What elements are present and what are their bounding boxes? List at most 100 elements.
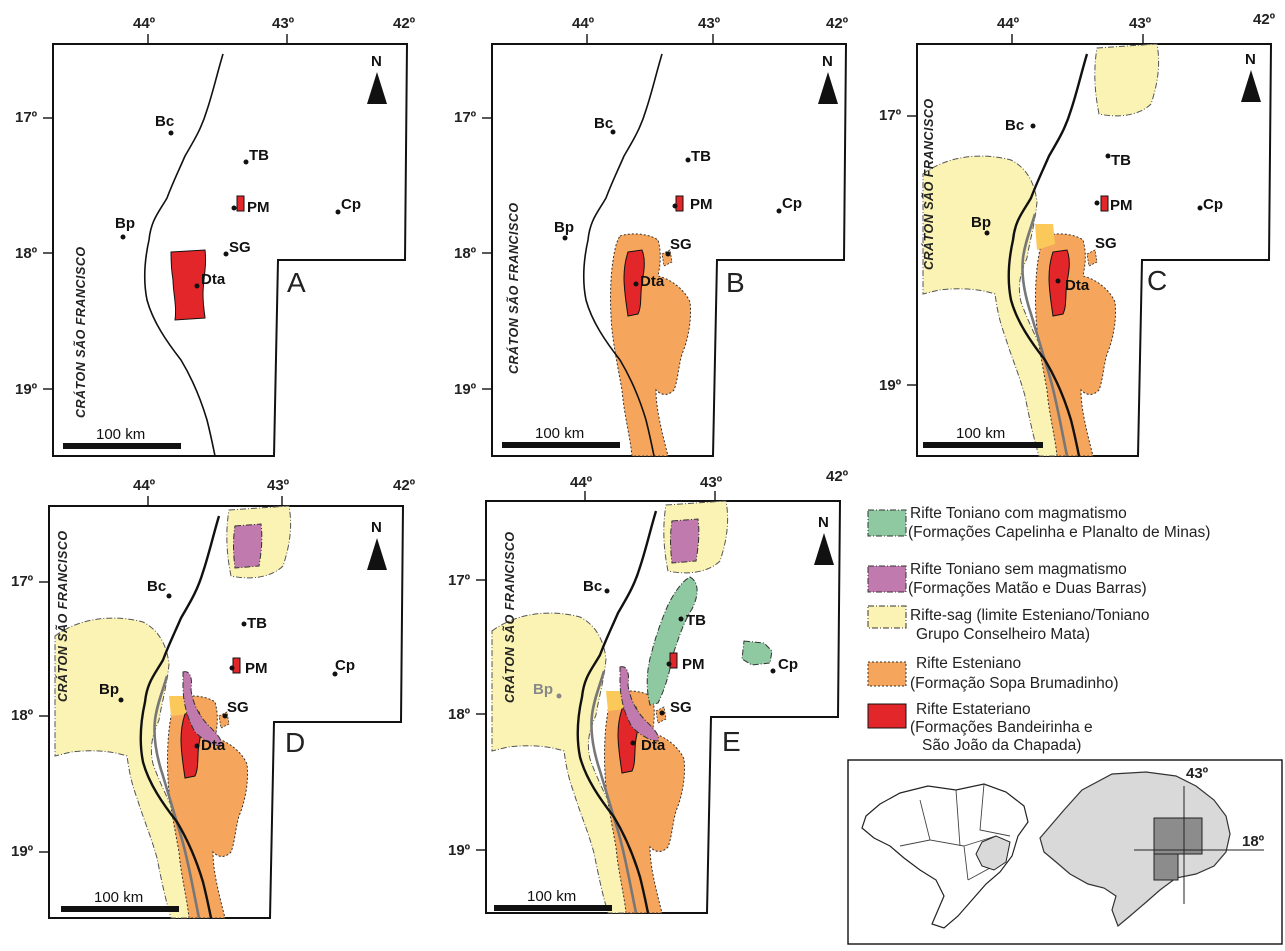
lon-label-42: 42º	[1253, 11, 1276, 28]
lon-label-44: 44º	[133, 15, 156, 32]
lon-label-42: 42º	[393, 15, 416, 32]
inset-lon-label: 43º	[1186, 765, 1209, 782]
legend-label: Rifte Esteniano	[916, 655, 1021, 672]
lat-label-17: 17º	[879, 107, 902, 124]
lat-label-18: 18º	[15, 245, 38, 262]
north-label: N	[371, 519, 382, 536]
study-area-box	[1153, 817, 1203, 855]
inset-box	[847, 759, 1283, 945]
north-label: N	[1245, 51, 1256, 68]
locality-pm: PM	[682, 656, 705, 673]
scale-bar	[494, 905, 612, 911]
lat-label-19: 19º	[11, 843, 34, 860]
locality-pm: PM	[247, 199, 270, 216]
lat-label-17: 17º	[454, 109, 477, 126]
legend-label: (Formações Bandeirinha e	[910, 719, 1093, 736]
locality-bc: Bc	[594, 115, 613, 132]
locality-dta: Dta	[640, 273, 665, 290]
locality-cp: Cp	[335, 657, 355, 674]
pm-unit	[236, 195, 245, 212]
scale-bar	[502, 442, 620, 448]
lon-label-44: 44º	[133, 477, 156, 494]
legend-item-rifte-sag: Rifte-sag (limite Esteniano/Toniano Grup…	[867, 605, 1150, 643]
lat-label-19: 19º	[454, 381, 477, 398]
north-label: N	[822, 53, 833, 70]
panel-letter-a: A	[287, 267, 306, 298]
locality-tb: TB	[686, 612, 706, 629]
scale-bar	[923, 442, 1043, 448]
lon-label-42: 42º	[826, 15, 849, 32]
north-label: N	[371, 53, 382, 70]
craton-label: CRÁTON SÃO FRANCISCO	[921, 98, 936, 270]
locality-dta: Dta	[201, 737, 226, 754]
locality-bp: Bp	[971, 214, 991, 231]
legend-item-toniano-magmatic: Rifte Toniano com magmatismo (Formações …	[867, 505, 1210, 541]
legend: Rifte Toniano com magmatismo (Formações …	[867, 505, 1210, 754]
locality-pm: PM	[1110, 197, 1133, 214]
legend-label: Rifte Toniano com magmatismo	[910, 505, 1127, 522]
craton-label: CRÁTON SÃO FRANCISCO	[502, 531, 517, 703]
locality-sg: SG	[229, 239, 251, 256]
lon-label-43: 43º	[272, 15, 295, 32]
north-arrow-icon	[818, 72, 838, 104]
legend-item-esteniano: Rifte Esteniano (Formação Sopa Brumadinh…	[867, 655, 1119, 692]
locality-bc: Bc	[583, 578, 602, 595]
map-panel-c	[916, 43, 1272, 458]
lon-label-44: 44º	[997, 15, 1020, 32]
legend-swatch	[867, 509, 907, 537]
panel-letter-b: B	[726, 267, 745, 298]
lat-label-17: 17º	[11, 573, 34, 590]
locality-bp: Bp	[554, 219, 574, 236]
map-panel-d	[48, 505, 404, 920]
locality-tb: TB	[249, 147, 269, 164]
legend-swatch	[867, 703, 907, 729]
minas-gerais-small	[975, 835, 1011, 871]
locality-pm: PM	[690, 196, 713, 213]
locality-sg: SG	[670, 236, 692, 253]
locality-tb: TB	[247, 615, 267, 632]
lon-label-43: 43º	[267, 477, 290, 494]
legend-label: São João da Chapada)	[922, 737, 1081, 754]
locality-dta: Dta	[1065, 277, 1090, 294]
lon-label-43: 43º	[1129, 15, 1152, 32]
panel-letter-e: E	[722, 726, 741, 757]
lat-label-18: 18º	[448, 706, 471, 723]
locality-pm: PM	[245, 660, 268, 677]
locality-cp: Cp	[1203, 196, 1223, 213]
locality-bp: Bp	[533, 681, 553, 698]
legend-label: Rifte Toniano sem magmatismo	[910, 561, 1127, 578]
legend-item-toniano-non-magmatic: Rifte Toniano sem magmatismo (Formações …	[867, 561, 1147, 597]
locality-cp: Cp	[341, 196, 361, 213]
north-arrow-icon	[814, 533, 834, 565]
scale-label: 100 km	[527, 888, 576, 905]
legend-label: Rifte Estateriano	[916, 701, 1031, 718]
legend-label: (Formações Capelinha e Planalto de Minas…	[908, 524, 1210, 541]
lon-label-44: 44º	[572, 15, 595, 32]
lon-label-43: 43º	[698, 15, 721, 32]
legend-label: Grupo Conselheiro Mata)	[916, 626, 1090, 643]
scale-bar	[63, 443, 181, 449]
legend-label: Rifte-sag (limite Esteniano/Toniano	[910, 607, 1150, 624]
craton-label: CRÁTON SÃO FRANCISCO	[73, 246, 88, 418]
scale-label: 100 km	[94, 889, 143, 906]
legend-swatch	[867, 661, 907, 687]
locality-cp: Cp	[782, 195, 802, 212]
lon-label-42: 42º	[393, 477, 416, 494]
scale-label: 100 km	[956, 425, 1005, 442]
lat-label-18: 18º	[11, 707, 34, 724]
scale-label: 100 km	[96, 426, 145, 443]
locality-bp: Bp	[99, 681, 119, 698]
lon-label-42: 42º	[826, 468, 849, 485]
locality-sg: SG	[1095, 235, 1117, 252]
locality-sg: SG	[227, 699, 249, 716]
lon-label-43: 43º	[700, 474, 723, 491]
legend-swatch	[867, 565, 907, 593]
craton-label: CRÁTON SÃO FRANCISCO	[506, 202, 521, 374]
locality-bc: Bc	[147, 578, 166, 595]
legend-swatch	[867, 605, 907, 629]
lat-label-19: 19º	[15, 381, 38, 398]
north-arrow-icon	[1241, 70, 1261, 102]
scale-bar	[61, 906, 179, 912]
